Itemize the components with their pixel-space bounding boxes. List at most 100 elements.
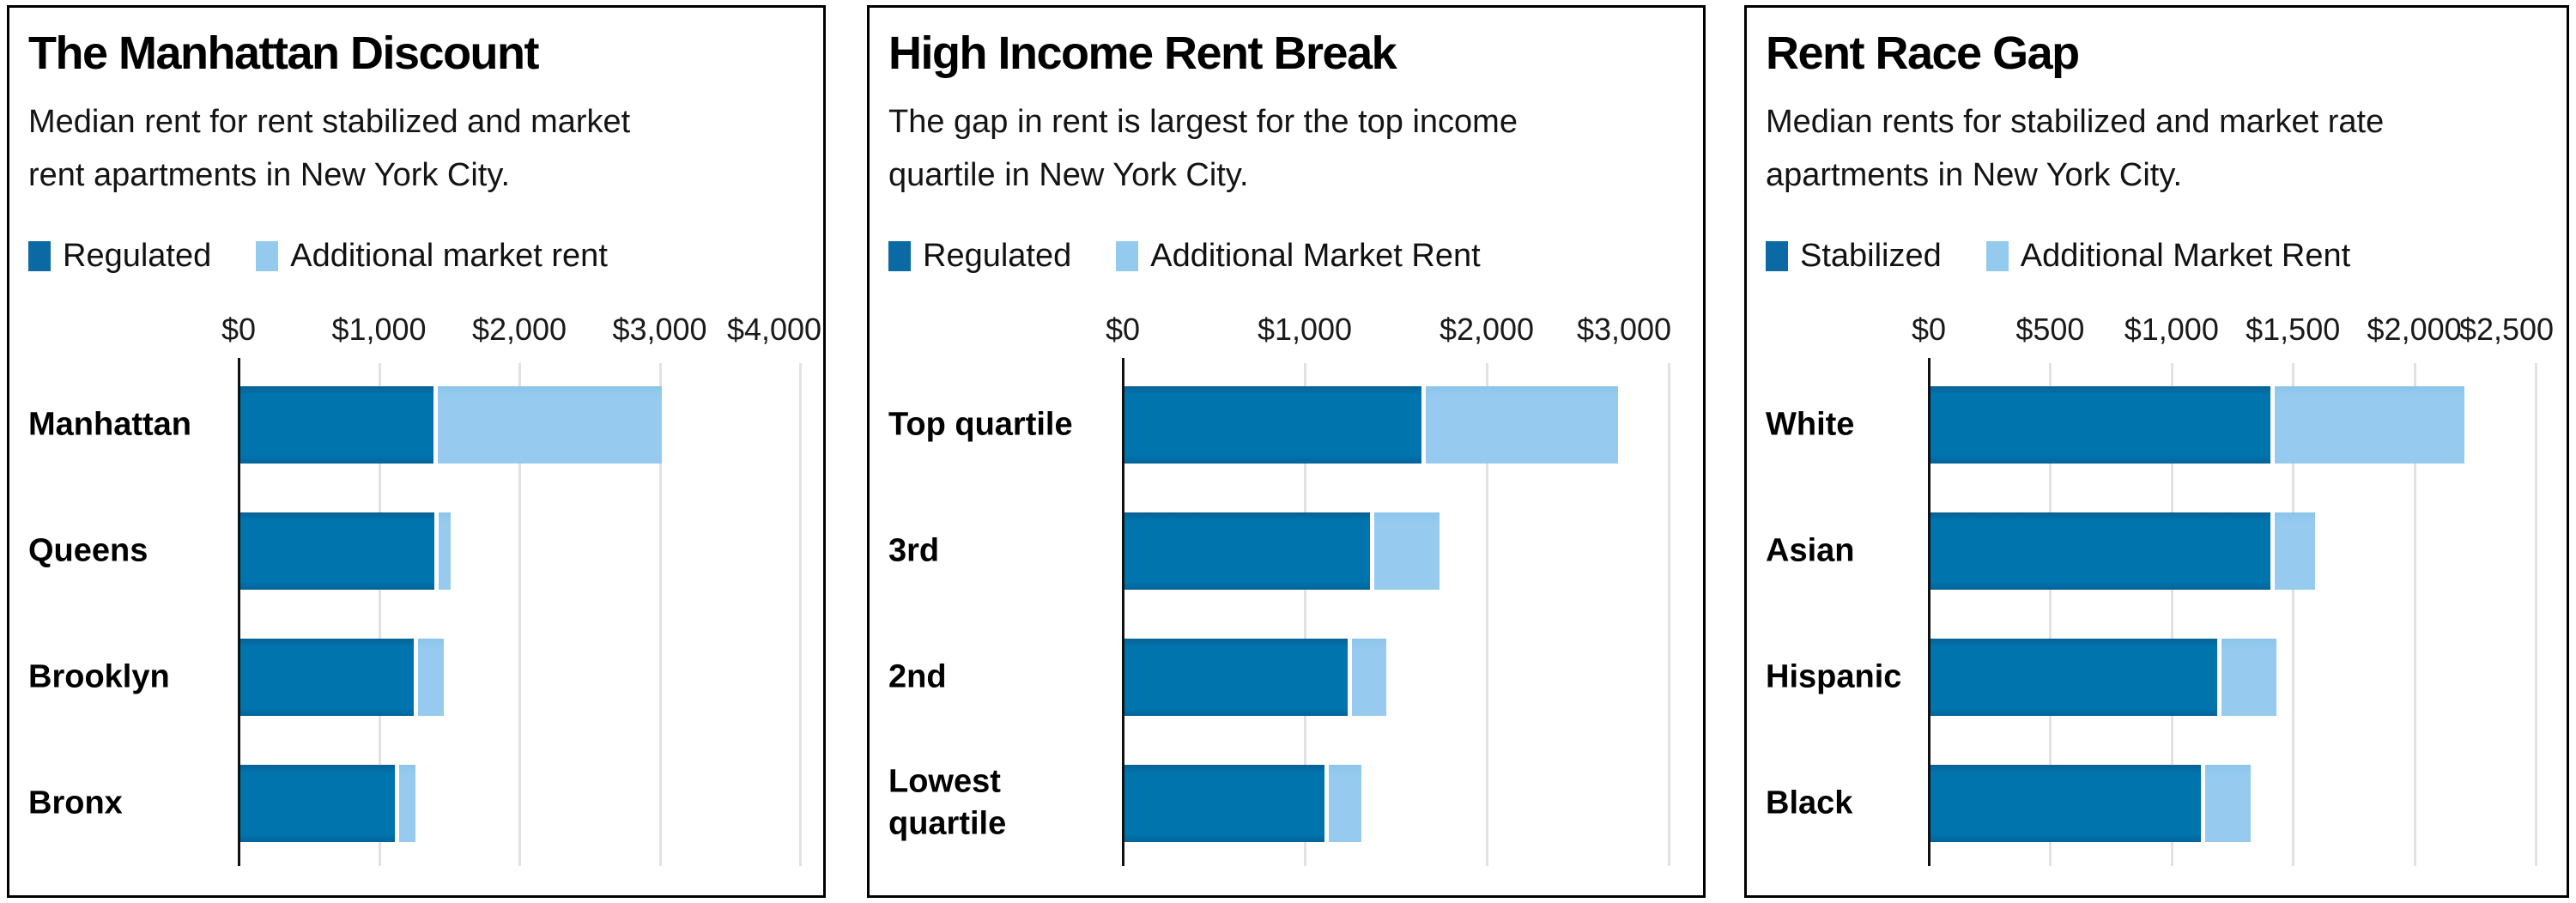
chart-title: Rent Race Gap xyxy=(1766,27,2080,79)
chart-subtitle-line2: quartile in New York City. xyxy=(888,157,1249,193)
legend-label-additional-market-rent: Additional Market Rent xyxy=(2020,238,2351,274)
category-label: Queens xyxy=(28,531,148,568)
plot-area: Top quartile 3rd 2nd Lowest quartile xyxy=(870,358,1698,866)
chart-panel-rent-race-gap: Rent Race Gap Median rents for stabilize… xyxy=(1744,5,2569,898)
legend-swatch-additional-market-rent xyxy=(256,241,279,271)
bar-segment-stabilized xyxy=(1930,385,2270,464)
legend-label-regulated: Regulated xyxy=(63,238,212,274)
bar-row: Queens xyxy=(9,488,818,614)
bar-segment-stabilized xyxy=(1930,638,2217,716)
bar-segment-additional-market-rent xyxy=(1329,764,1361,842)
x-axis-tick-labels: $0 $500 $1,000 $1,500 $2,000 $2,500 xyxy=(1747,308,2567,348)
y-axis-line xyxy=(238,358,240,866)
category-label: Brooklyn xyxy=(28,658,170,694)
bar-segment-additional-market-rent xyxy=(1351,638,1387,716)
bar-segment-stabilized xyxy=(1930,512,2270,590)
bar-segment-additional-market-rent xyxy=(2221,638,2276,716)
bar-segment-regulated xyxy=(240,385,433,464)
bar-row: White xyxy=(1747,361,2561,488)
bar-segment-regulated xyxy=(1124,638,1348,716)
axis-tick-label: $4,000 xyxy=(726,312,822,347)
axis-tick-label: $3,000 xyxy=(1576,312,1672,347)
axis-tick-label: $3,000 xyxy=(612,312,707,347)
legend-label-stabilized: Stabilized xyxy=(1800,238,1942,274)
chart-subtitle: Median rents for stabilized and market r… xyxy=(1766,95,2549,202)
bar-segment-regulated xyxy=(240,512,435,590)
bar-segment-regulated xyxy=(240,638,414,716)
bar-rows: Top quartile 3rd 2nd Lowest quartile xyxy=(870,361,1698,866)
category-label: White xyxy=(1766,405,1855,442)
gridline xyxy=(2292,363,2295,866)
chart-header: The Manhattan Discount Median rent for r… xyxy=(9,8,823,275)
gridline xyxy=(658,363,662,866)
bar-segment-additional-market-rent xyxy=(437,385,662,464)
y-axis-line xyxy=(1928,358,1930,866)
chart-panel-high-income-rent-break: High Income Rent Break The gap in rent i… xyxy=(867,5,1706,898)
legend-swatch-regulated xyxy=(28,241,51,271)
gridline xyxy=(799,363,802,866)
gridline xyxy=(1486,363,1488,866)
chart-subtitle-line2: rent apartments in New York City. xyxy=(28,157,511,193)
category-label: 2nd xyxy=(888,658,947,694)
gridline xyxy=(518,363,521,866)
axis-tick-label: $1,000 xyxy=(331,312,427,347)
legend-label-additional-market-rent: Additional Market Rent xyxy=(1150,238,1481,274)
category-label: Hispanic xyxy=(1766,658,1902,694)
gridline xyxy=(2535,363,2537,866)
chart-subtitle-line2: apartments in New York City. xyxy=(1766,157,2183,193)
bar-row: Brooklyn xyxy=(9,614,818,740)
bar-segment-additional-market-rent xyxy=(1374,512,1440,590)
chart-panel-manhattan-discount: The Manhattan Discount Median rent for r… xyxy=(7,5,826,898)
chart-subtitle-line1: The gap in rent is largest for the top i… xyxy=(888,104,1518,140)
legend-label-regulated: Regulated xyxy=(923,238,1072,274)
axis-tick-label: $2,000 xyxy=(1439,312,1535,347)
bar-segment-additional-market-rent xyxy=(1425,385,1618,464)
chart-subtitle-line1: Median rents for stabilized and market r… xyxy=(1766,104,2385,140)
chart-legend: Regulated Additional market rent xyxy=(28,238,806,275)
chart-title: The Manhattan Discount xyxy=(28,27,540,79)
category-label: Black xyxy=(1766,784,1853,821)
bar-segment-additional-market-rent xyxy=(417,638,445,716)
category-label: Asian xyxy=(1766,531,1855,568)
bar-row: Asian xyxy=(1747,488,2561,614)
bar-rows: Manhattan Queens Brooklyn Bronx xyxy=(9,361,818,866)
chart-header: Rent Race Gap Median rents for stabilize… xyxy=(1747,8,2567,275)
gridline xyxy=(2170,363,2173,866)
bar-segment-additional-market-rent xyxy=(2274,385,2465,464)
bar-rows: White Asian Hispanic Black xyxy=(1747,361,2561,866)
category-label: Manhattan xyxy=(28,405,191,442)
bar-row: Hispanic xyxy=(1747,614,2561,740)
chart-header: High Income Rent Break The gap in rent i… xyxy=(870,8,1703,275)
axis-tick-label: $2,000 xyxy=(2367,312,2462,347)
bar-segment-additional-market-rent xyxy=(2274,512,2316,590)
bar-row: Top quartile xyxy=(870,361,1698,488)
plot-area: Manhattan Queens Brooklyn Bronx xyxy=(9,358,818,866)
axis-tick-label: $2,000 xyxy=(471,312,567,347)
chart-subtitle: Median rent for rent stabilized and mark… xyxy=(28,95,806,202)
legend-label-additional-market-rent: Additional market rent xyxy=(290,238,608,274)
bar-segment-regulated xyxy=(1124,512,1371,590)
gridline xyxy=(2049,363,2052,866)
x-axis-tick-labels: $0 $1,000 $2,000 $3,000 xyxy=(870,308,1703,348)
bar-row: Black xyxy=(1747,740,2561,866)
legend-swatch-stabilized xyxy=(1766,241,1788,271)
gridline xyxy=(1304,363,1306,866)
axis-tick-label: $0 xyxy=(1911,312,1947,347)
gridline xyxy=(2413,363,2416,866)
bar-segment-regulated xyxy=(1124,764,1325,842)
bar-segment-additional-market-rent xyxy=(398,764,416,842)
category-label: Bronx xyxy=(28,784,123,821)
gridline xyxy=(378,363,381,866)
bar-row: 2nd xyxy=(870,614,1698,740)
gridline xyxy=(1668,363,1670,866)
bar-row: Manhattan xyxy=(9,361,818,488)
bar-row: Bronx xyxy=(9,740,818,866)
bar-row: Lowest quartile xyxy=(870,740,1698,866)
axis-tick-label: $1,000 xyxy=(1257,312,1353,347)
bar-row: 3rd xyxy=(870,488,1698,614)
category-label: Lowest quartile xyxy=(888,763,1007,842)
bar-segment-regulated xyxy=(1124,385,1421,464)
axis-tick-label: $0 xyxy=(221,312,257,347)
y-axis-line xyxy=(1122,358,1124,866)
category-label: 3rd xyxy=(888,531,940,568)
